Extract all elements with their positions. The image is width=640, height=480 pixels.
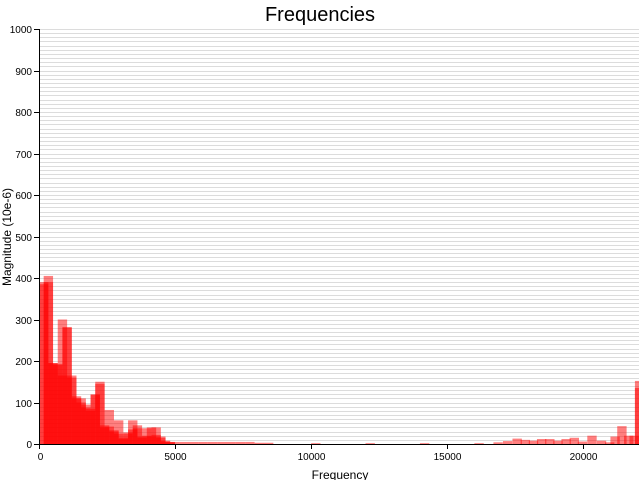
y-tick-label: 1000: [10, 25, 33, 36]
chart-title: Frequencies: [265, 4, 375, 26]
bar: [217, 441, 227, 444]
bar: [474, 443, 484, 444]
bar: [254, 442, 264, 444]
bar: [617, 426, 627, 444]
bar: [188, 441, 199, 444]
bar: [520, 439, 531, 444]
bar: [561, 439, 571, 444]
y-tick-label: 500: [15, 233, 32, 244]
bar: [53, 365, 63, 444]
bar: [624, 435, 634, 444]
y-tick-label: 300: [15, 316, 32, 327]
bar: [629, 435, 639, 444]
x-tick-label: 20000: [570, 452, 598, 463]
bar: [142, 435, 152, 444]
bar: [493, 442, 503, 444]
bar: [512, 438, 522, 444]
bar: [419, 443, 430, 444]
y-tick-label: 100: [15, 399, 32, 410]
y-tick-label: 0: [26, 440, 32, 451]
axes: [34, 29, 639, 449]
bar: [610, 436, 620, 444]
bar: [245, 441, 255, 444]
bar: [123, 433, 133, 444]
bar: [596, 440, 607, 444]
y-tick-label: 200: [15, 357, 32, 368]
x-tick-label: 10000: [298, 452, 326, 463]
y-tick-label: 700: [15, 150, 32, 161]
bar: [207, 441, 218, 444]
y-axis-label: Magnitude (10e-6): [0, 188, 14, 286]
bar: [156, 437, 166, 444]
bar: [528, 440, 539, 444]
bar: [198, 441, 208, 444]
gridlines: [39, 29, 639, 441]
x-tick-label: 0: [38, 452, 44, 463]
bar: [553, 440, 563, 444]
y-tick-label: 900: [15, 67, 32, 78]
x-axis-label: Frequency: [312, 468, 369, 480]
bar: [577, 441, 588, 444]
x-tick-label: 15000: [434, 452, 462, 463]
bar: [634, 387, 639, 444]
y-tick-label: 400: [15, 274, 32, 285]
bar: [95, 383, 105, 444]
x-tick-label: 5000: [164, 452, 187, 463]
bar: [545, 439, 555, 444]
bar: [311, 443, 321, 444]
bar: [165, 442, 175, 444]
bar: [502, 441, 513, 444]
bar: [113, 433, 124, 444]
bar: [604, 442, 615, 444]
bar: [67, 377, 77, 444]
bar: [179, 441, 189, 444]
bar: [235, 441, 246, 444]
bar: [132, 428, 143, 444]
y-tick-label: 800: [15, 108, 32, 119]
bar: [226, 441, 236, 444]
bar: [587, 435, 597, 444]
bar: [365, 443, 375, 444]
bars-group: [39, 275, 639, 444]
y-tick-label: 600: [15, 191, 32, 202]
bar: [263, 442, 274, 444]
bar: [536, 439, 547, 444]
bar: [104, 426, 114, 444]
bar: [569, 437, 579, 444]
bar: [85, 410, 96, 444]
bar: [160, 441, 171, 444]
